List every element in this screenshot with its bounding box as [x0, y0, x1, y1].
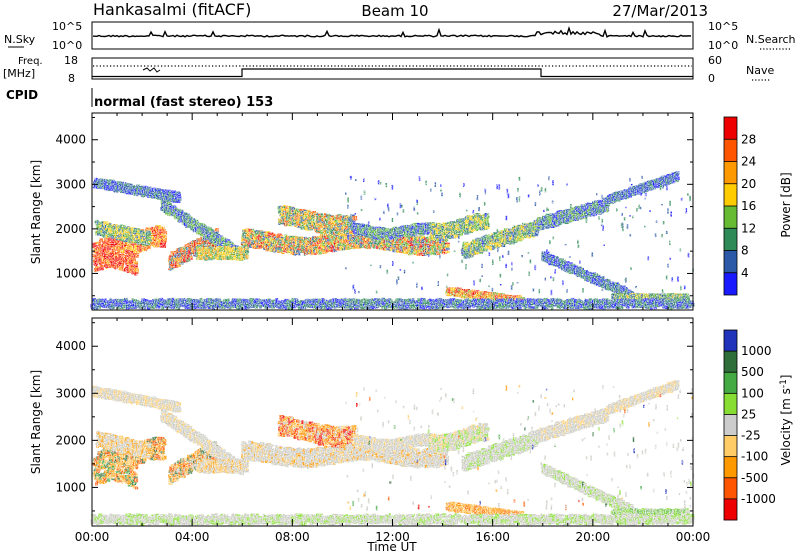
echo-cell: [162, 231, 167, 234]
noise-panel: N.Sky 10^5 10^0 10^5 10^0 N.Search: [4, 20, 796, 52]
nave-label: Nave: [746, 64, 774, 77]
nave-right-tick-bottom: 0: [708, 72, 715, 85]
echo-cell: [136, 264, 138, 267]
freq-glitch-mark: [143, 68, 160, 72]
echo-cell: [115, 252, 117, 254]
cpid-label: CPID: [6, 88, 38, 102]
echo-cell: [148, 241, 151, 243]
freq-panel: Freq. [MHz] 18 8 60 0 Nave: [3, 54, 774, 85]
freq-left-tick-bottom: 8: [68, 72, 75, 85]
echo-cell: [281, 235, 283, 237]
freq-label-line1: Freq.: [18, 56, 43, 67]
echo-cell: [94, 263, 97, 265]
noise-right-tick-bottom: 10^0: [708, 39, 738, 52]
echo-cell: [396, 244, 399, 246]
echo-cell: [122, 254, 125, 256]
noise-sky-label: N.Sky: [4, 33, 36, 46]
echo-cell: [163, 237, 165, 241]
noise-sky-trace: [93, 28, 691, 37]
echo-cell: [147, 236, 152, 238]
echo-cell: [245, 250, 249, 254]
echo-cell: [272, 234, 276, 236]
echo-cell: [177, 193, 181, 195]
noise-right-tick-top: 10^5: [708, 20, 738, 33]
freq-label-line2: [MHz]: [3, 67, 35, 80]
echo-cell: [245, 255, 248, 259]
echo-cell: [133, 261, 138, 264]
echo-cell: [147, 233, 151, 236]
echo-cell: [177, 200, 180, 203]
cpid-value: normal (fast stereo) 153: [94, 95, 273, 110]
freq-left-tick-top: 18: [64, 54, 78, 67]
date-title: 27/Mar/2013: [612, 2, 708, 20]
noise-search-label: N.Search: [746, 33, 796, 46]
nave-right-tick-top: 60: [708, 54, 722, 67]
beam-title: Beam 10: [361, 2, 428, 20]
echo-cell: [99, 243, 102, 245]
noise-left-tick-top: 10^5: [52, 20, 82, 33]
noise-left-tick-bottom: 10^0: [52, 39, 82, 52]
echo-cell: [317, 244, 320, 247]
echo-cell: [135, 268, 139, 273]
echo-cell: [135, 254, 139, 258]
echo-cell: [161, 227, 165, 230]
echo-cell: [113, 249, 115, 252]
echo-cell: [190, 256, 192, 259]
echo-cell: [99, 267, 104, 271]
frequency-trace: [92, 69, 693, 77]
echo-cell: [163, 245, 166, 248]
echo-cell: [161, 229, 166, 232]
echo-cell: [298, 252, 300, 256]
echo-cell: [148, 246, 151, 248]
station-title: Hankasalmi (fitACF): [93, 0, 251, 19]
